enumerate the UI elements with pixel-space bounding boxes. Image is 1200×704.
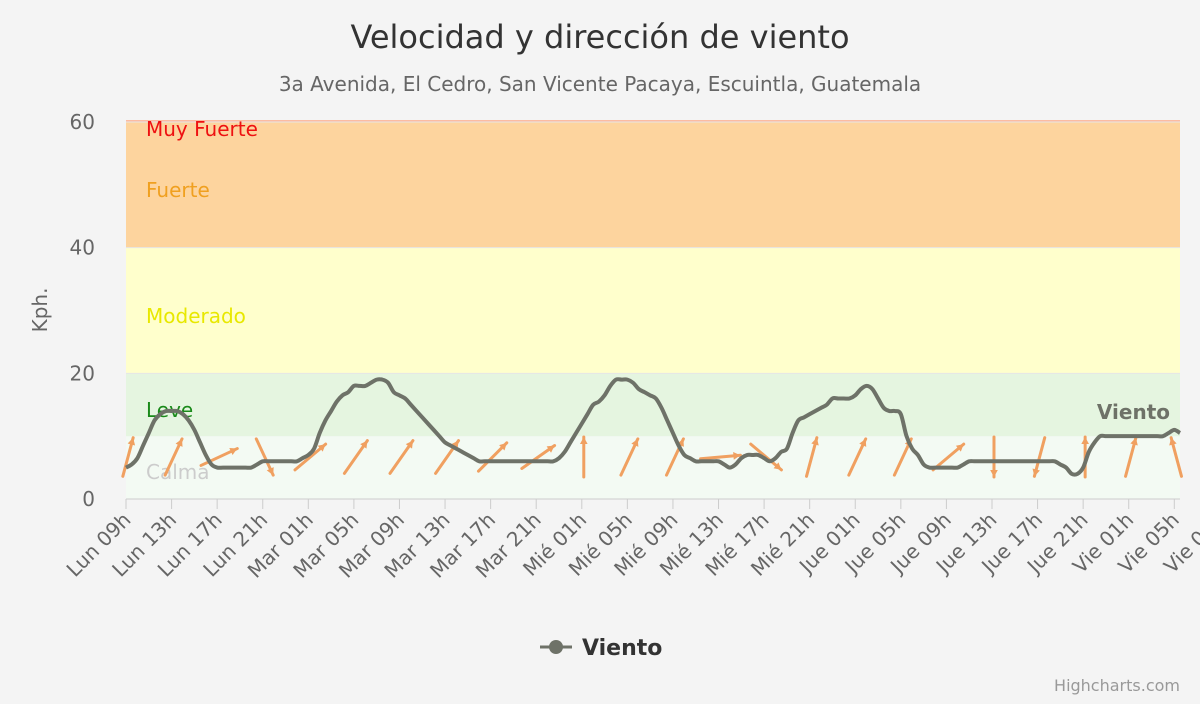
wind-arrow [199, 447, 239, 467]
wind-arrow [749, 442, 783, 472]
wind-arrow [931, 442, 966, 472]
wind-arrow [1169, 436, 1183, 478]
wind-arrow [699, 452, 742, 461]
chart-subtitle: 3a Avenida, El Cedro, San Vicente Pacaya… [279, 72, 921, 96]
credits-link[interactable]: Highcharts.com [1054, 676, 1180, 695]
band-label: Calma [146, 460, 210, 484]
plot-band-leve [126, 373, 1180, 437]
wind-arrow [579, 435, 588, 479]
wind-arrow [804, 436, 819, 478]
wind-arrow [121, 436, 136, 478]
wind-arrow [254, 437, 275, 477]
y-tick-label: 0 [82, 487, 95, 511]
wind-arrow [1124, 436, 1138, 478]
wind-arrow [1032, 436, 1047, 478]
wind-arrow [619, 437, 640, 477]
band-label: Muy Fuerte [146, 117, 258, 141]
series-layer: Viento [125, 377, 1182, 477]
y-axis: 0 20 40 60 [70, 110, 95, 511]
wind-arrow [476, 441, 509, 473]
wind-arrow [847, 437, 868, 477]
plot-bands [126, 120, 1180, 499]
wind-direction-arrows [121, 435, 1183, 479]
y-tick-label: 20 [70, 361, 95, 385]
plot-band-calma [126, 436, 1180, 499]
legend-label: Viento [582, 636, 662, 661]
series-line-viento[interactable] [125, 377, 1182, 477]
wind-arrow [388, 439, 415, 475]
wind-arrow [520, 444, 557, 470]
wind-arrow [342, 439, 369, 475]
plot-band-muy-fuerte [126, 120, 1180, 122]
y-tick-label: 40 [70, 236, 95, 260]
band-label: Fuerte [146, 178, 210, 202]
wind-arrow [664, 437, 685, 477]
wind-arrow [163, 437, 184, 477]
legend-item-viento[interactable]: Viento [540, 636, 662, 661]
chart-title: Velocidad y dirección de viento [350, 18, 849, 56]
y-axis-title: Kph. [28, 288, 52, 333]
plot-band-fuerte [126, 122, 1180, 248]
plot-band-moderado [126, 247, 1180, 374]
wind-arrow [293, 442, 328, 472]
y-tick-label: 60 [70, 110, 95, 134]
wind-arrow [990, 435, 998, 479]
band-label: Moderado [146, 304, 246, 328]
series-end-label: Viento [1097, 400, 1170, 424]
legend-marker-icon [549, 640, 563, 654]
